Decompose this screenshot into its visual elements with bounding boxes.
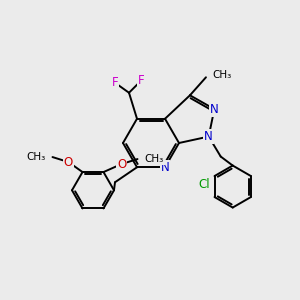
- Text: CH₃: CH₃: [26, 152, 46, 162]
- Text: N: N: [210, 103, 219, 116]
- Text: N: N: [204, 130, 213, 143]
- Text: O: O: [64, 156, 73, 169]
- Text: Cl: Cl: [199, 178, 210, 190]
- Text: CH₃: CH₃: [145, 154, 164, 164]
- Text: CH₃: CH₃: [212, 70, 231, 80]
- Text: F: F: [112, 76, 118, 89]
- Text: O: O: [117, 158, 126, 171]
- Text: F: F: [138, 74, 144, 87]
- Text: N: N: [160, 161, 169, 174]
